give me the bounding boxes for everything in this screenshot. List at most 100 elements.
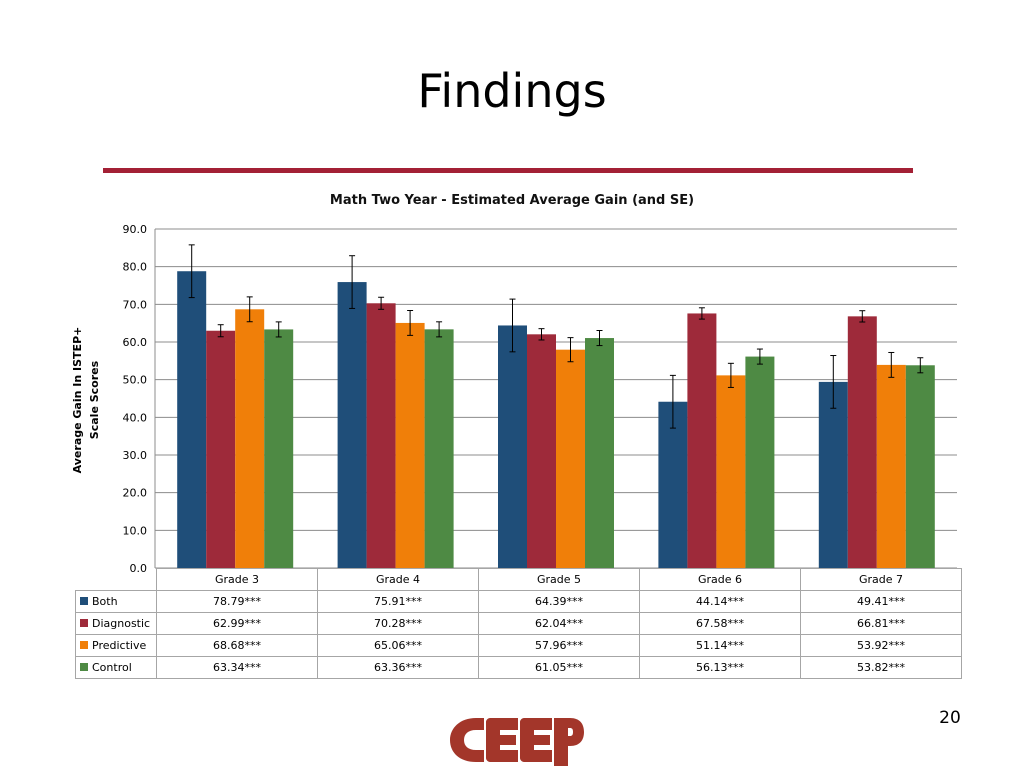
data-label: 64.39*** xyxy=(478,590,640,613)
page-number: 20 xyxy=(939,708,961,728)
y-tick-labels: 0.010.020.030.040.050.060.070.080.090.0 xyxy=(123,223,148,575)
bar-control-grade-4 xyxy=(424,329,454,568)
error-bar xyxy=(246,296,253,323)
category-label: Grade 6 xyxy=(639,568,801,591)
data-label: 57.96*** xyxy=(478,634,640,657)
y-tick-label: 80.0 xyxy=(123,261,148,274)
data-label: 63.36*** xyxy=(317,656,479,679)
legend-entry: Predictive xyxy=(75,634,157,657)
bars xyxy=(177,271,935,568)
bar-control-grade-5 xyxy=(585,338,614,568)
bar-predictive-grade-4 xyxy=(395,322,425,568)
legend-swatch xyxy=(80,597,88,605)
slide-title: Findings xyxy=(417,64,607,118)
category-label: Grade 5 xyxy=(478,568,640,591)
error-bar xyxy=(830,355,837,409)
error-bar xyxy=(756,348,763,365)
error-bar xyxy=(509,298,516,353)
error-bar xyxy=(538,328,545,341)
bar-both-grade-3 xyxy=(177,271,207,568)
bar-predictive-grade-3 xyxy=(235,309,265,568)
data-label: 75.91*** xyxy=(317,590,479,613)
category-label: Grade 7 xyxy=(800,568,962,591)
bar-diagnostic-grade-7 xyxy=(847,316,877,568)
error-bar xyxy=(596,330,603,347)
bar-both-grade-4 xyxy=(337,282,367,568)
data-label: 68.68*** xyxy=(156,634,318,657)
data-label: 65.06*** xyxy=(317,634,479,657)
series-name: Both xyxy=(92,595,118,608)
bar-both-grade-7 xyxy=(818,381,848,568)
error-bars xyxy=(188,244,924,429)
table-row: Diagnostic 62.99*** 70.28*** 62.04*** 67.58*… xyxy=(75,612,962,635)
data-label: 62.04*** xyxy=(478,612,640,635)
data-label: 53.82*** xyxy=(800,656,962,679)
bar-predictive-grade-7 xyxy=(876,364,906,568)
y-tick-label: 60.0 xyxy=(123,336,148,349)
data-label: 61.05*** xyxy=(478,656,640,679)
y-tick-label: 50.0 xyxy=(123,374,148,387)
error-bar xyxy=(378,296,385,310)
bar-both-grade-5 xyxy=(498,325,527,568)
category-label: Grade 3 xyxy=(156,568,318,591)
data-label: 53.92*** xyxy=(800,634,962,657)
bar-diagnostic-grade-5 xyxy=(527,334,556,568)
legend-entry: Control xyxy=(75,656,157,679)
data-label: 67.58*** xyxy=(639,612,801,635)
data-label: 70.28*** xyxy=(317,612,479,635)
data-label: 44.14*** xyxy=(639,590,801,613)
error-bar xyxy=(436,321,443,338)
legend-swatch xyxy=(80,663,88,671)
table-row: Control 63.34*** 63.36*** 61.05*** 56.13*** 5… xyxy=(75,656,962,679)
legend-swatch xyxy=(80,641,88,649)
error-bar xyxy=(859,310,866,323)
y-tick-label: 90.0 xyxy=(123,223,148,236)
chart-title: Math Two Year - Estimated Average Gain (… xyxy=(329,193,695,208)
data-label: 62.99*** xyxy=(156,612,318,635)
series-name: Diagnostic xyxy=(92,617,151,630)
error-bar xyxy=(188,244,195,299)
series-name: Predictive xyxy=(92,639,147,652)
bar-diagnostic-grade-4 xyxy=(366,303,396,568)
error-bar xyxy=(917,357,924,374)
y-tick-label: 20.0 xyxy=(123,487,148,500)
bar-diagnostic-grade-6 xyxy=(687,313,717,568)
category-label: Grade 4 xyxy=(317,568,479,591)
y-tick-label: 70.0 xyxy=(123,298,148,311)
error-bar xyxy=(217,324,224,338)
bar-predictive-grade-6 xyxy=(716,375,746,568)
error-bar xyxy=(567,337,574,363)
ceep-logo xyxy=(450,718,584,766)
error-bar xyxy=(727,362,734,388)
bar-control-grade-3 xyxy=(264,329,294,568)
data-label: 51.14*** xyxy=(639,634,801,657)
error-bar xyxy=(407,310,414,336)
data-label: 63.34*** xyxy=(156,656,318,679)
title-divider xyxy=(103,168,913,173)
data-label: 49.41*** xyxy=(800,590,962,613)
y-tick-label: 30.0 xyxy=(123,449,148,462)
error-bar xyxy=(669,374,676,429)
bar-control-grade-6 xyxy=(745,356,775,568)
data-label: 78.79*** xyxy=(156,590,318,613)
legend-entry: Diagnostic xyxy=(75,612,157,635)
series-name: Control xyxy=(92,661,132,674)
y-tick-label: 10.0 xyxy=(123,524,148,537)
data-label: 66.81*** xyxy=(800,612,962,635)
y-tick-label: 40.0 xyxy=(123,411,148,424)
error-bar xyxy=(275,321,282,338)
bar-diagnostic-grade-3 xyxy=(206,330,236,568)
table-row: Predictive 68.68*** 65.06*** 57.96*** 51.14*… xyxy=(75,634,962,657)
error-bar xyxy=(349,255,356,309)
data-table: Grade 3 Grade 4 Grade 5 Grade 6 Grade 7 Both 7… xyxy=(75,568,962,679)
error-bar xyxy=(698,307,705,320)
table-row: Both 78.79*** 75.91*** 64.39*** 44.14*** 49.4… xyxy=(75,590,962,613)
table-header-row: Grade 3 Grade 4 Grade 5 Grade 6 Grade 7 xyxy=(75,568,962,591)
bar-both-grade-6 xyxy=(658,401,688,568)
bar-predictive-grade-5 xyxy=(556,349,585,568)
bar-chart: 0.010.020.030.040.050.060.070.080.090.0 xyxy=(123,223,957,575)
data-label: 56.13*** xyxy=(639,656,801,679)
legend-entry: Both xyxy=(75,590,157,613)
bar-control-grade-7 xyxy=(905,365,935,568)
legend-swatch xyxy=(80,619,88,627)
